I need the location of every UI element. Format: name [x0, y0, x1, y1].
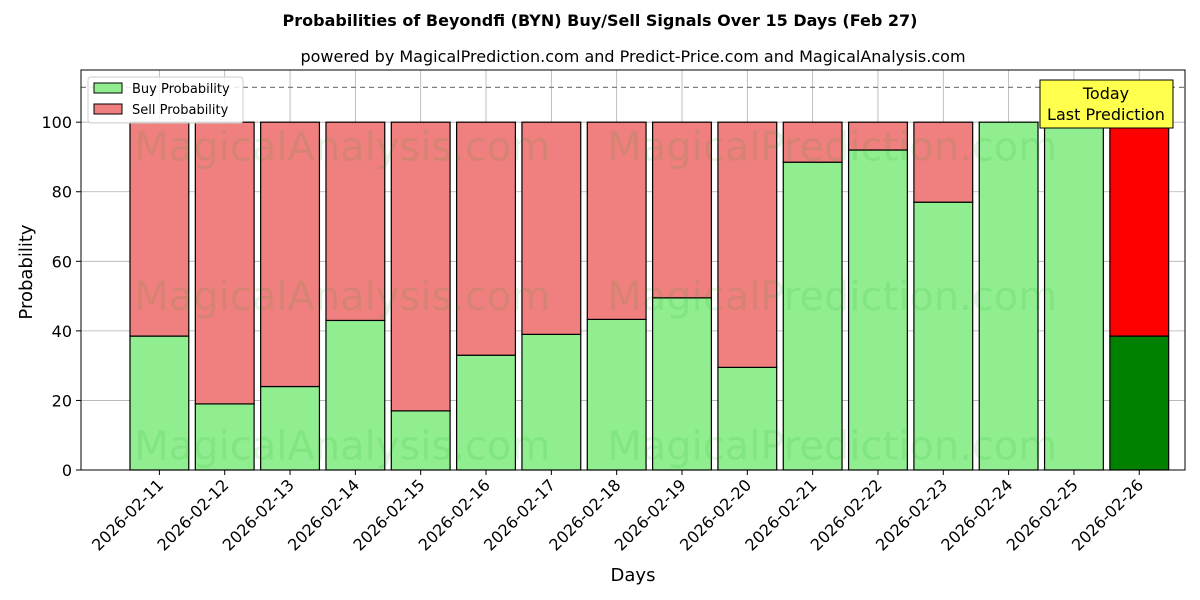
- sell-bar: [717, 121, 778, 368]
- y-tick-label: 60: [52, 252, 72, 271]
- sell-bar: [913, 121, 974, 203]
- annotation-box: [1039, 79, 1174, 129]
- y-tick-label: 0: [62, 461, 72, 480]
- buy-bar: [521, 333, 582, 471]
- buy-bar: [586, 318, 647, 471]
- sell-bar: [847, 121, 908, 151]
- buy-bar: [456, 354, 517, 471]
- buy-bar: [717, 366, 778, 471]
- sell-bar: [586, 121, 647, 320]
- plot-frame: [80, 69, 1186, 471]
- y-tick-label: 40: [52, 322, 72, 341]
- watermark-text: MagicalPrediction.com: [607, 274, 1057, 320]
- watermark-text: MagicalAnalysis.com: [134, 274, 550, 320]
- buy-bar: [390, 410, 451, 471]
- watermark-text: MagicalAnalysis.com: [134, 424, 550, 470]
- legend-swatch: [93, 103, 123, 115]
- sell-bar: [521, 121, 582, 335]
- y-tick-label: 20: [52, 391, 72, 410]
- x-axis-label: Days: [611, 565, 656, 586]
- sell-bar: [1109, 121, 1170, 337]
- buy-bar: [260, 385, 321, 471]
- chart-subtitle: powered by MagicalPrediction.com and Pre…: [300, 47, 965, 66]
- sell-bar: [325, 121, 386, 322]
- watermark-text: MagicalAnalysis.com: [134, 125, 550, 171]
- sell-bar: [129, 121, 190, 337]
- buy-bar: [847, 149, 908, 471]
- annotation-line: Today: [1082, 84, 1129, 103]
- buy-bar: [1043, 121, 1104, 471]
- legend-label: Buy Probability: [132, 82, 230, 97]
- legend-label: Sell Probability: [132, 103, 229, 118]
- sell-bar: [651, 121, 712, 299]
- legend: Buy Probability Sell Probability: [87, 76, 244, 124]
- sell-bar: [782, 121, 843, 163]
- buy-bar: [913, 201, 974, 471]
- sell-bar: [260, 121, 321, 388]
- buy-bar: [782, 161, 843, 471]
- y-axis-label: Probability: [16, 224, 37, 319]
- buy-bar: [325, 319, 386, 471]
- axes: [80, 69, 1186, 471]
- sell-bar: [390, 121, 451, 412]
- sell-bar: [456, 121, 517, 356]
- buy-bar: [1109, 335, 1170, 471]
- chart-title: Probabilities of Beyondfi (BYN) Buy/Sell…: [283, 11, 918, 30]
- legend-swatch: [93, 82, 123, 94]
- watermark-text: MagicalPrediction.com: [607, 125, 1057, 171]
- watermarks: MagicalAnalysis.com MagicalPrediction.com…: [134, 125, 1057, 470]
- buy-bar: [651, 297, 712, 471]
- legend-box: [87, 76, 244, 124]
- today-annotation: Today Last Prediction: [1039, 79, 1174, 129]
- watermark-text: MagicalPrediction.com: [607, 424, 1057, 470]
- annotation-line: Last Prediction: [1047, 105, 1165, 124]
- y-tick-label: 100: [41, 113, 72, 132]
- buy-bar: [978, 121, 1039, 471]
- y-tick-label: 80: [52, 183, 72, 202]
- bars: [129, 121, 1170, 471]
- buy-bar: [194, 403, 255, 471]
